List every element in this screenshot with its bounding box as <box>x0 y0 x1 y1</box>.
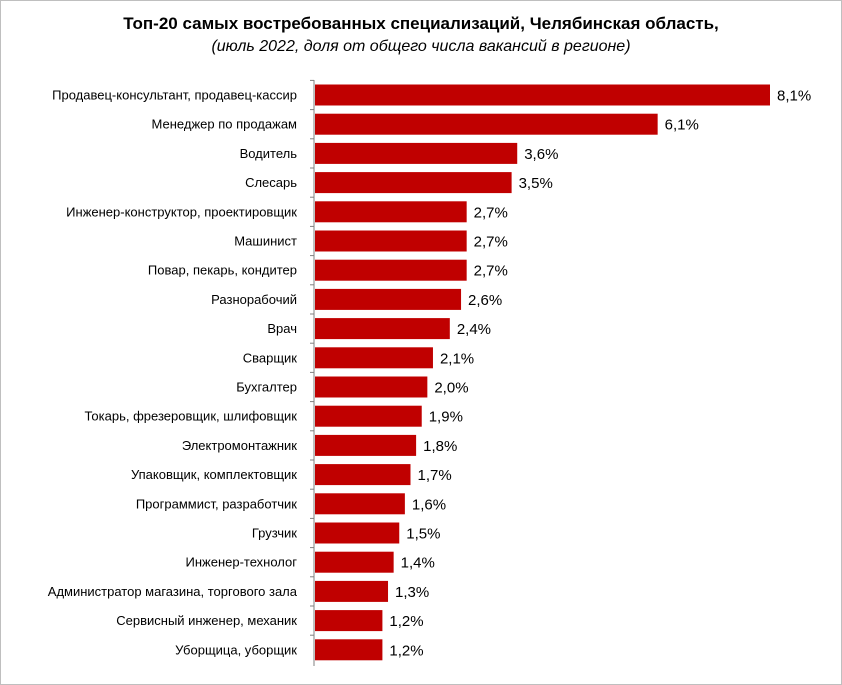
bar <box>315 551 394 573</box>
bar <box>315 172 512 194</box>
bar <box>315 464 411 486</box>
value-label: 2,7% <box>474 263 508 280</box>
bars-group: Продавец-консультант, продавец-кассир 8,1… <box>48 79 811 661</box>
bar <box>315 347 433 369</box>
category-label: Врач <box>267 321 297 336</box>
value-label: 8,1% <box>777 88 811 105</box>
category-label: Уборщица, уборщик <box>175 642 297 657</box>
value-label: 1,5% <box>406 526 440 543</box>
category-label: Водитель <box>240 146 298 161</box>
bar <box>315 318 450 340</box>
category-label: Сервисный инженер, механик <box>116 613 297 628</box>
category-label: Разнорабочий <box>211 292 297 307</box>
value-label: 1,7% <box>417 467 451 484</box>
category-label: Машинист <box>234 234 297 249</box>
category-label: Токарь, фрезеровщик, шлифовщик <box>85 409 298 424</box>
bar <box>315 493 405 515</box>
value-label: 1,8% <box>423 438 457 455</box>
category-label: Слесарь <box>245 175 297 190</box>
value-label: 3,6% <box>524 146 558 163</box>
value-label: 2,7% <box>474 234 508 251</box>
bar <box>315 376 428 398</box>
chart-subtitle: (июль 2022, доля от общего числа ваканси… <box>211 38 631 55</box>
bar <box>315 113 658 135</box>
bar <box>315 230 467 252</box>
value-label: 1,6% <box>412 496 446 513</box>
category-label: Грузчик <box>252 526 297 541</box>
bar <box>315 434 417 456</box>
bar <box>315 142 518 164</box>
value-label: 3,5% <box>519 175 553 192</box>
bar <box>315 201 467 223</box>
value-label: 2,0% <box>434 380 468 397</box>
value-label: 1,3% <box>395 584 429 601</box>
value-label: 2,6% <box>468 292 502 309</box>
bar <box>315 288 462 310</box>
bar <box>315 405 422 427</box>
value-label: 1,2% <box>389 613 423 630</box>
value-label: 2,7% <box>474 204 508 221</box>
bar <box>315 259 467 281</box>
category-label: Инженер-конструктор, проектировщик <box>66 204 297 219</box>
bar <box>315 639 383 661</box>
category-label: Бухгалтер <box>236 380 297 395</box>
category-label: Администратор магазина, торгового зала <box>48 584 298 599</box>
value-label: 1,2% <box>389 642 423 659</box>
category-label: Сварщик <box>243 350 298 365</box>
value-label: 2,4% <box>457 321 491 338</box>
category-label: Повар, пекарь, кондитер <box>148 263 297 278</box>
category-label: Упаковщик, комплектовщик <box>131 467 297 482</box>
bar <box>315 610 383 632</box>
category-label: Программист, разработчик <box>136 496 297 511</box>
category-label: Инженер-технолог <box>186 555 298 570</box>
bar <box>315 84 770 106</box>
category-label: Менеджер по продажам <box>152 117 298 132</box>
value-label: 6,1% <box>665 117 699 134</box>
value-label: 1,9% <box>429 409 463 426</box>
value-label: 2,1% <box>440 350 474 367</box>
value-label: 1,4% <box>401 555 435 572</box>
bar <box>315 580 389 602</box>
category-label: Электромонтажник <box>182 438 297 453</box>
bar <box>315 522 400 544</box>
category-label: Продавец-консультант, продавец-кассир <box>52 88 297 103</box>
chart-title: Топ-20 самых востребованных специализаци… <box>123 14 719 33</box>
